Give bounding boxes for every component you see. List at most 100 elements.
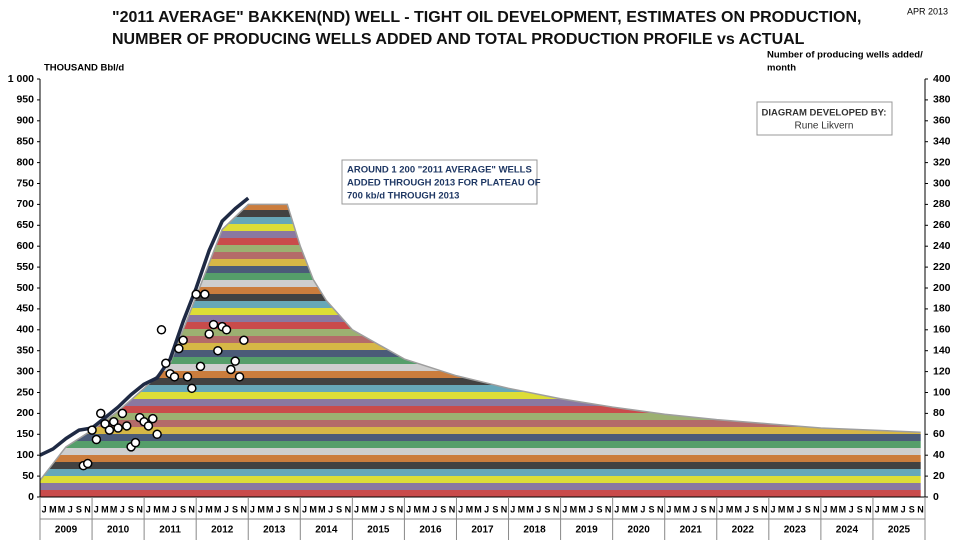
month-label: S bbox=[440, 504, 446, 514]
month-label: N bbox=[240, 504, 247, 514]
month-label: M bbox=[570, 504, 578, 514]
wells-added-point bbox=[200, 289, 210, 300]
y2-axis-label: Number of producing wells added/ bbox=[767, 50, 923, 61]
month-label: N bbox=[136, 504, 143, 514]
wells-added-point bbox=[87, 425, 97, 435]
year-label: 2018 bbox=[523, 525, 546, 536]
wells-added-point bbox=[161, 358, 171, 368]
month-label: J bbox=[250, 504, 255, 514]
month-label: S bbox=[596, 504, 602, 514]
y-tick-label: 600 bbox=[16, 240, 34, 252]
month-label: J bbox=[718, 504, 723, 514]
wells-added-point bbox=[113, 423, 123, 433]
wells-added-point bbox=[82, 458, 93, 469]
y-axis-label: THOUSAND Bbl/d bbox=[44, 63, 124, 74]
y2-axis-label: month bbox=[767, 63, 796, 74]
date-note: APR 2013 bbox=[907, 6, 948, 16]
annotation: AROUND 1 200 "2011 AVERAGE" WELLS bbox=[347, 165, 532, 176]
year-label: 2024 bbox=[836, 525, 859, 536]
y2-tick-label: 220 bbox=[933, 261, 951, 273]
month-label: J bbox=[666, 504, 671, 514]
month-label: M bbox=[361, 504, 369, 514]
month-label: N bbox=[917, 504, 924, 514]
y2-tick-label: 40 bbox=[933, 449, 945, 461]
month-label: J bbox=[146, 504, 151, 514]
month-label: J bbox=[823, 504, 828, 514]
wells-added-point bbox=[152, 429, 162, 440]
month-label: J bbox=[380, 504, 385, 514]
month-label: J bbox=[224, 504, 229, 514]
month-label: M bbox=[882, 504, 890, 514]
month-label: M bbox=[49, 504, 57, 514]
month-label: N bbox=[657, 504, 664, 514]
month-label: N bbox=[553, 504, 560, 514]
month-label: J bbox=[328, 504, 333, 514]
year-label: 2017 bbox=[471, 525, 494, 536]
month-label: M bbox=[474, 504, 482, 514]
y-tick-label: 400 bbox=[16, 324, 34, 336]
month-label: S bbox=[909, 504, 915, 514]
month-label: J bbox=[198, 504, 203, 514]
y-tick-label: 1 000 bbox=[8, 73, 34, 85]
y-tick-label: 500 bbox=[16, 282, 34, 294]
y-tick-label: 550 bbox=[16, 261, 34, 273]
month-label: N bbox=[761, 504, 768, 514]
month-label: J bbox=[797, 504, 802, 514]
actual-line bbox=[39, 196, 250, 457]
month-label: J bbox=[120, 504, 125, 514]
month-label: J bbox=[354, 504, 359, 514]
month-label: N bbox=[188, 504, 195, 514]
month-label: M bbox=[891, 504, 899, 514]
y-tick-label: 100 bbox=[16, 449, 34, 461]
y2-tick-label: 360 bbox=[933, 115, 951, 127]
wells-added-point bbox=[191, 289, 201, 300]
y2-tick-label: 60 bbox=[933, 428, 945, 440]
month-label: M bbox=[101, 504, 109, 514]
month-label: S bbox=[284, 504, 290, 514]
month-label: M bbox=[518, 504, 526, 514]
month-label: J bbox=[640, 504, 645, 514]
month-label: M bbox=[370, 504, 378, 514]
month-label: J bbox=[94, 504, 99, 514]
y-tick-label: 900 bbox=[16, 115, 34, 127]
wells-added-point bbox=[148, 413, 158, 424]
y-tick-label: 300 bbox=[16, 365, 34, 377]
y2-tick-label: 200 bbox=[933, 282, 951, 294]
month-label: N bbox=[84, 504, 91, 514]
y-tick-label: 200 bbox=[16, 407, 34, 419]
month-label: J bbox=[432, 504, 437, 514]
month-label: M bbox=[162, 504, 170, 514]
month-label: M bbox=[682, 504, 690, 514]
y2-tick-label: 80 bbox=[933, 407, 945, 419]
wells-added-point bbox=[143, 421, 154, 431]
wells-added-point bbox=[213, 345, 223, 356]
wells-added-point bbox=[178, 335, 188, 345]
month-label: M bbox=[674, 504, 682, 514]
wells-added-point bbox=[95, 408, 106, 419]
month-label: M bbox=[153, 504, 161, 514]
y2-tick-label: 280 bbox=[933, 198, 951, 210]
month-label: J bbox=[510, 504, 515, 514]
month-label: M bbox=[266, 504, 274, 514]
month-label: M bbox=[214, 504, 222, 514]
month-label: M bbox=[526, 504, 534, 514]
annotation-box bbox=[341, 159, 538, 205]
y-tick-label: 0 bbox=[28, 491, 34, 503]
wells-added-point bbox=[117, 408, 128, 419]
month-label: S bbox=[180, 504, 186, 514]
year-label: 2011 bbox=[159, 525, 181, 536]
month-label: M bbox=[309, 504, 317, 514]
year-label: 2014 bbox=[315, 525, 338, 536]
y-tick-label: 700 bbox=[16, 198, 34, 210]
month-label: N bbox=[293, 504, 300, 514]
month-label: M bbox=[466, 504, 474, 514]
month-label: M bbox=[318, 504, 326, 514]
chart-title: "2011 AVERAGE" BAKKEN(ND) WELL - TIGHT O… bbox=[112, 9, 861, 26]
y-tick-label: 750 bbox=[16, 177, 34, 189]
month-label: S bbox=[128, 504, 134, 514]
year-label: 2012 bbox=[211, 525, 234, 536]
month-label: J bbox=[588, 504, 593, 514]
wells-added-point bbox=[109, 417, 119, 427]
month-label: M bbox=[414, 504, 422, 514]
